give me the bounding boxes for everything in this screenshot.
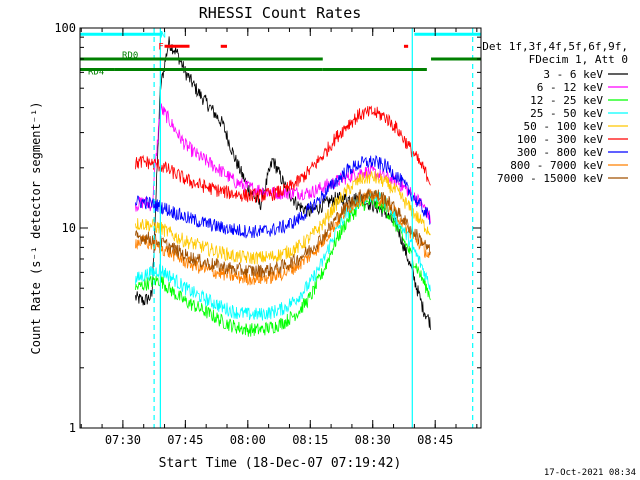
- legend-entry-5: 50 - 100 keV: [524, 120, 604, 133]
- series-line-6: [135, 105, 431, 203]
- x-tick-label-2: 07:45: [167, 433, 203, 447]
- annotation-label-n: N: [160, 30, 165, 40]
- y-tick-label-1: 1: [69, 421, 76, 435]
- x-tick-label-1: 07:30: [105, 433, 141, 447]
- legend-entry-2: 6 - 12 keV: [537, 81, 604, 94]
- x-axis: 07:30 07:45 08:00 08:15 08:30 08:45: [80, 28, 478, 447]
- legend-entry-8: 800 - 7000 keV: [510, 159, 603, 172]
- x-tick-label-6: 08:45: [417, 433, 453, 447]
- y-tick-label-2: 10: [62, 221, 76, 235]
- chart-title: RHESSI Count Rates: [199, 4, 362, 22]
- x-axis-label: Start Time (18-Dec-07 07:19:42): [159, 456, 402, 471]
- legend-entry-3: 12 - 25 keV: [530, 94, 603, 107]
- annotation-label-f: F: [158, 42, 163, 52]
- y-tick-label-3: 100: [54, 21, 76, 35]
- annotation-label-rd4: RD4: [88, 68, 104, 78]
- plot-data-layer: FN RD0 RD4: [80, 28, 481, 428]
- annotation-label-rd0: RD0: [122, 51, 138, 61]
- legend-entry-4: 25 - 50 keV: [530, 107, 603, 120]
- y-axis-label: Count Rate (s⁻¹ detector segment⁻¹): [29, 102, 43, 355]
- series-line-9: [135, 188, 431, 278]
- series-line-7: [135, 154, 431, 239]
- legend: Det 1f,3f,4f,5f,6f,9f,FDecim 1, Att 0 3 -…: [482, 40, 628, 185]
- legend-header-line-1: Det 1f,3f,4f,5f,6f,9f,: [482, 40, 628, 53]
- legend-header-line-2: FDecim 1, Att 0: [529, 53, 628, 66]
- x-tick-label-4: 08:15: [292, 433, 328, 447]
- legend-entry-9: 7000 - 15000 keV: [497, 172, 603, 185]
- x-tick-label-5: 08:30: [355, 433, 391, 447]
- x-tick-label-3: 08:00: [230, 433, 266, 447]
- series-line-3: [135, 196, 431, 337]
- footer-timestamp: 17-Oct-2021 08:34: [544, 468, 636, 478]
- y-axis: 1 10 100: [54, 21, 481, 435]
- legend-entry-6: 100 - 300 keV: [517, 133, 603, 146]
- series-line-5: [135, 170, 431, 265]
- legend-entry-7: 300 - 800 keV: [517, 146, 603, 159]
- legend-entry-1: 3 - 6 keV: [543, 68, 603, 81]
